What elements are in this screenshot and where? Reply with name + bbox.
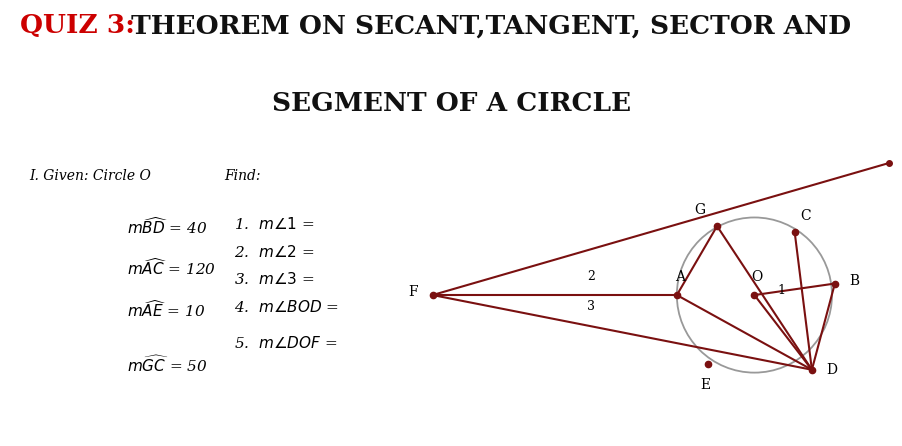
Text: Find:: Find: <box>224 169 261 183</box>
Text: 5.  $m\angle DOF$ =: 5. $m\angle DOF$ = <box>234 335 337 351</box>
Text: A: A <box>674 269 684 284</box>
Text: D: D <box>825 363 836 377</box>
Text: QUIZ 3:: QUIZ 3: <box>20 13 134 38</box>
Text: 3.  $m\angle 3$ =: 3. $m\angle 3$ = <box>234 271 314 287</box>
Text: 3: 3 <box>586 300 594 313</box>
Text: $m\widehat{GC}$ = 50: $m\widehat{GC}$ = 50 <box>126 354 207 375</box>
Text: $m\widehat{AE}$ = 10: $m\widehat{AE}$ = 10 <box>126 299 205 320</box>
Text: THEOREM ON SECANT,TANGENT, SECTOR AND: THEOREM ON SECANT,TANGENT, SECTOR AND <box>122 13 850 38</box>
Text: $m\widehat{AC}$ = 120: $m\widehat{AC}$ = 120 <box>126 257 216 278</box>
Text: G: G <box>694 203 704 218</box>
Text: SEGMENT OF A CIRCLE: SEGMENT OF A CIRCLE <box>272 91 630 116</box>
Text: F: F <box>409 285 418 299</box>
Text: 4.  $m\angle BOD$ =: 4. $m\angle BOD$ = <box>234 299 339 315</box>
Text: O: O <box>750 269 762 284</box>
Text: B: B <box>848 274 859 288</box>
Text: 1: 1 <box>777 284 785 297</box>
Text: E: E <box>700 378 710 392</box>
Text: I. Given: Circle O: I. Given: Circle O <box>29 169 151 183</box>
Text: 2: 2 <box>586 270 594 283</box>
Text: 2.  $m\angle 2$ =: 2. $m\angle 2$ = <box>234 244 314 260</box>
Text: C: C <box>799 209 810 223</box>
Text: $m\widehat{BD}$ = 40: $m\widehat{BD}$ = 40 <box>126 216 207 237</box>
Text: 1.  $m\angle 1$ =: 1. $m\angle 1$ = <box>234 216 314 232</box>
